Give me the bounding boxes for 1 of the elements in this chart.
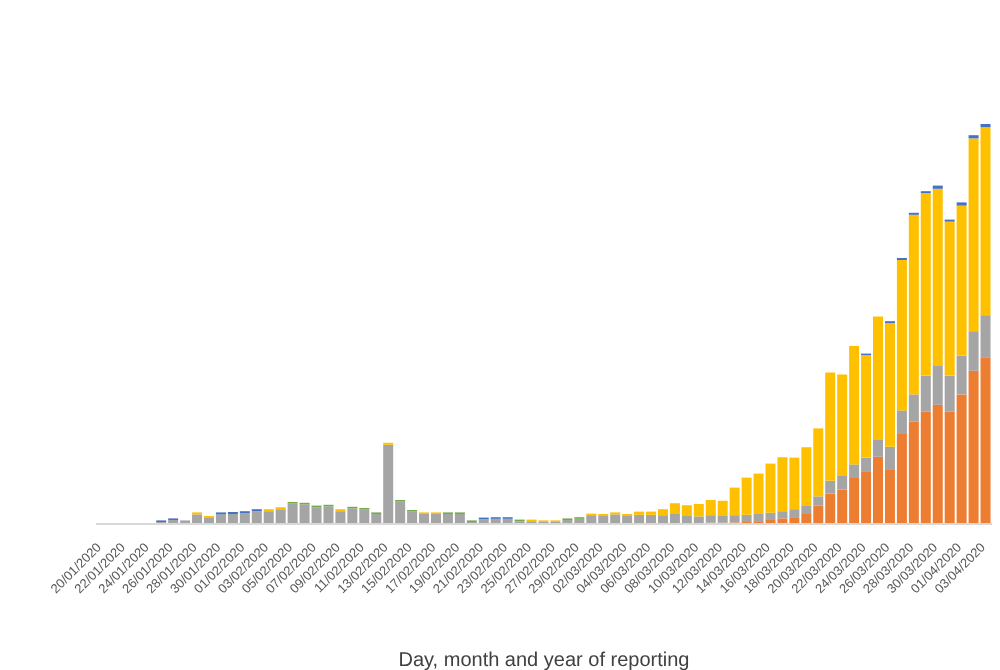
- x-axis-title: Day, month and year of reporting: [398, 650, 690, 670]
